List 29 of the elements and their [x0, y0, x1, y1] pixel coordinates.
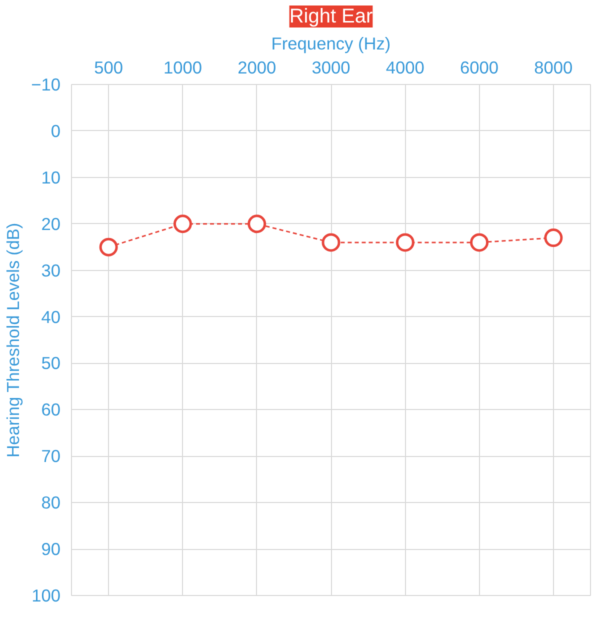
- y-tick-label: 40: [41, 306, 61, 327]
- x-tick-label: 3000: [312, 58, 350, 78]
- y-tick-label: −10: [31, 74, 61, 94]
- point: [322, 233, 340, 252]
- point: [248, 214, 266, 234]
- y-tick-label: 70: [41, 446, 61, 466]
- y-tick-label: 80: [41, 492, 61, 513]
- y-tick-label: 60: [41, 400, 61, 420]
- point: [544, 228, 563, 248]
- point: [470, 233, 489, 252]
- x-axis-title: Frequency (Hz): [271, 34, 391, 54]
- x-tick-label: 500: [94, 58, 124, 78]
- y-tick-label: 100: [32, 586, 61, 606]
- y-tick-label: 10: [41, 167, 61, 188]
- y-axis-title: Hearing Threshold Levels (dB): [3, 222, 24, 458]
- y-tick-label: 90: [41, 539, 61, 560]
- y-tick-label: 50: [41, 353, 61, 374]
- point: [173, 214, 192, 234]
- y-tick-label: 0: [50, 120, 61, 141]
- chart-title: Right Ear: [289, 6, 374, 28]
- x-tick-label: 2000: [238, 58, 276, 78]
- x-tick-label: 6000: [460, 58, 499, 78]
- y-tick-label: 20: [41, 214, 61, 234]
- point: [99, 238, 118, 256]
- x-tick-label: 1000: [163, 58, 202, 78]
- x-tick-label: 4000: [386, 58, 424, 78]
- y-tick-label: 30: [41, 260, 61, 280]
- point: [396, 233, 414, 252]
- x-tick-label: 8000: [534, 58, 573, 78]
